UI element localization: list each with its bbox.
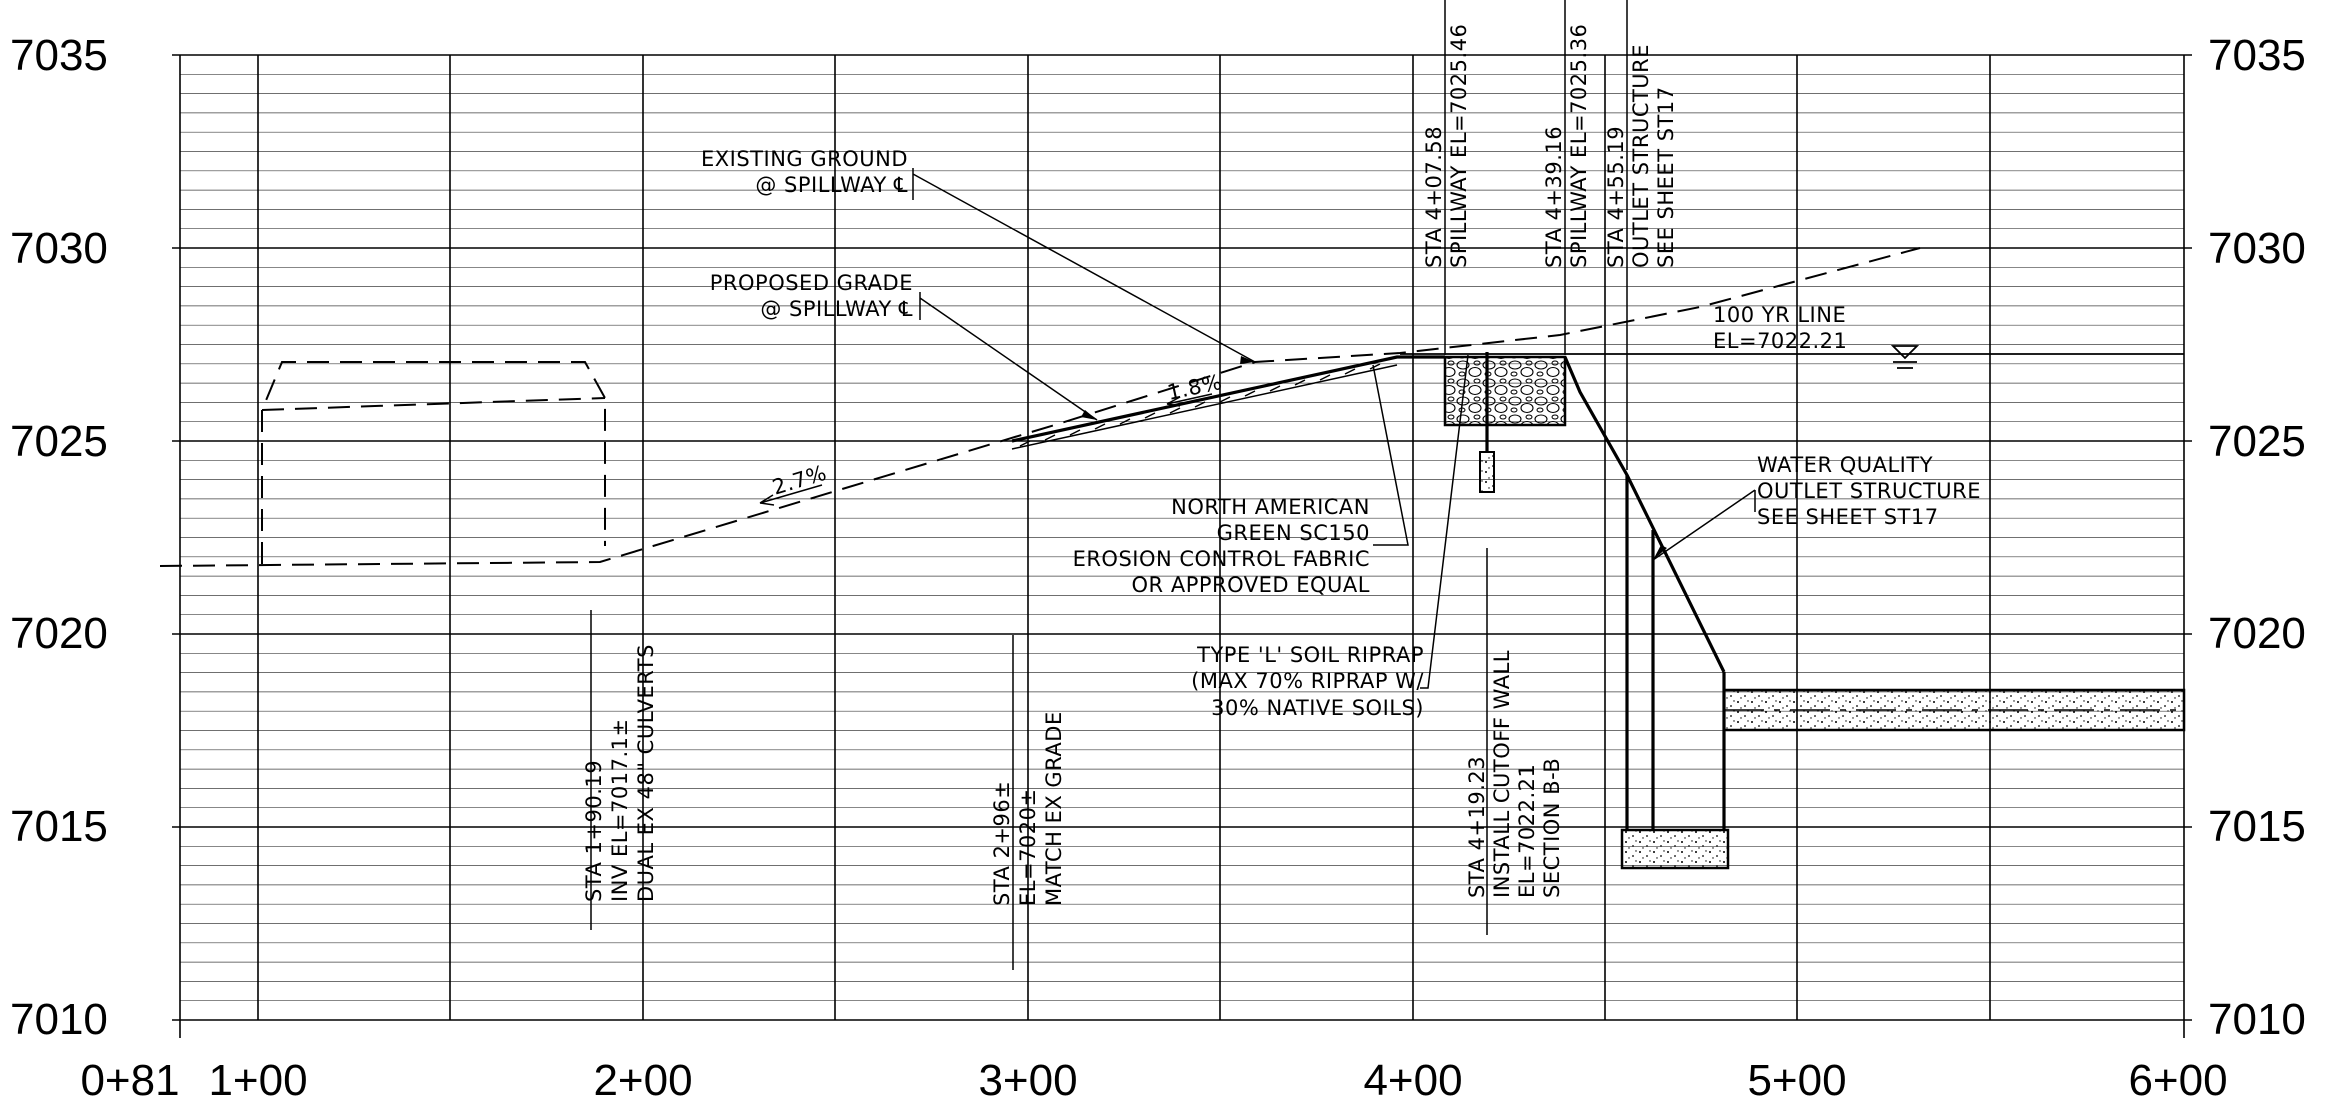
svg-text:OUTLET STRUCTURE: OUTLET STRUCTURE: [1757, 479, 1981, 503]
leader-lines: [912, 168, 1756, 689]
svg-text:STA 4+55.19: STA 4+55.19: [1604, 126, 1628, 268]
svg-text:100 YR LINE: 100 YR LINE: [1713, 303, 1846, 327]
elev-label-7035: 7035: [10, 31, 108, 80]
station-label-5-00: 5+00: [1747, 1056, 1846, 1105]
svg-text:30% NATIVE SOILS): 30% NATIVE SOILS): [1211, 696, 1424, 720]
svg-text:GREEN SC150: GREEN SC150: [1217, 521, 1370, 545]
svg-text:NORTH AMERICAN: NORTH AMERICAN: [1171, 495, 1370, 519]
station-label-2-00: 2+00: [593, 1056, 692, 1105]
outlet-base-slab: [1620, 828, 1730, 870]
svg-text:OR APPROVED EQUAL: OR APPROVED EQUAL: [1132, 573, 1370, 597]
svg-text:EL=7022.21: EL=7022.21: [1515, 764, 1539, 898]
svg-text:(MAX 70% RIPRAP W/: (MAX 70% RIPRAP W/: [1191, 669, 1424, 693]
cutoff-footing: [1479, 451, 1495, 493]
leader-arrow-outlet: [1653, 545, 1667, 560]
elev-label-7025: 7025: [10, 417, 108, 466]
sta-190-note: STA 1+90.19 INV EL=7017.1± DUAL EX 48" C…: [582, 644, 658, 902]
elev-label-right-7035: 7035: [2208, 31, 2306, 80]
station-label-3-00: 3+00: [978, 1056, 1077, 1105]
culvert-outline: [261, 361, 606, 564]
leader-arrow-proposed: [1081, 410, 1097, 420]
hundred-year-label: 100 YR LINE EL=7022.21: [1713, 303, 1847, 353]
leader-arrow-existing: [1240, 356, 1255, 364]
svg-text:EL=7020±: EL=7020±: [1016, 788, 1040, 906]
profile-grid: [172, 54, 2192, 1038]
elevation-axis-left: 7035 7030 7025 7020 7015 7010: [10, 31, 108, 1044]
slope-arrow-2-7: [759, 484, 823, 506]
svg-text:EROSION CONTROL FABRIC: EROSION CONTROL FABRIC: [1073, 547, 1370, 571]
svg-text:STA 2+96±: STA 2+96±: [990, 781, 1014, 906]
station-label-1-00: 1+00: [208, 1056, 307, 1105]
svg-text:@ SPILLWAY ℄: @ SPILLWAY ℄: [755, 173, 908, 197]
svg-text:STA 1+90.19: STA 1+90.19: [582, 760, 606, 902]
station-label-0-81: 0+81: [80, 1056, 179, 1105]
svg-text:WATER QUALITY: WATER QUALITY: [1757, 453, 1933, 477]
elev-label-right-7010: 7010: [2208, 995, 2306, 1044]
elev-label-7010: 7010: [10, 995, 108, 1044]
svg-text:INSTALL CUTOFF WALL: INSTALL CUTOFF WALL: [1490, 650, 1514, 898]
svg-text:OUTLET STRUCTURE: OUTLET STRUCTURE: [1629, 44, 1653, 268]
fabric-hatch: [1019, 363, 1381, 447]
spillway-drop-line: [1563, 356, 1726, 673]
svg-text:STA 4+07.58: STA 4+07.58: [1422, 126, 1446, 268]
elev-label-right-7025: 7025: [2208, 417, 2306, 466]
elev-label-7030: 7030: [10, 224, 108, 273]
elev-label-right-7030: 7030: [2208, 224, 2306, 273]
water-surface-symbol: [1890, 345, 1920, 369]
proposed-grade-line: [1011, 355, 1445, 443]
svg-text:STA 4+39.16: STA 4+39.16: [1542, 126, 1566, 268]
station-axis: 0+81 1+00 2+00 3+00 4+00 5+00 6+00: [80, 1056, 2227, 1105]
sta-419-note: STA 4+19.23 INSTALL CUTOFF WALL EL=7022.…: [1465, 650, 1564, 898]
sta-455-note: STA 4+55.19 OUTLET STRUCTURE SEE SHEET S…: [1604, 44, 1678, 268]
proposed-grade-underside: [1011, 364, 1398, 450]
sta-439-note: STA 4+39.16 SPILLWAY EL=7025.36: [1542, 24, 1591, 268]
riprap-block: [1443, 355, 1567, 427]
existing-ground-label: EXISTING GROUND @ SPILLWAY ℄: [701, 147, 908, 197]
elev-label-7015: 7015: [10, 802, 108, 851]
elevation-axis-right: 7035 7030 7025 7020 7015 7010: [2208, 31, 2306, 1044]
slope-label-2-7: 2.7%: [770, 461, 830, 500]
existing-ground-line: [159, 247, 1921, 567]
sta-296-note: STA 2+96± EL=7020± MATCH EX GRADE: [990, 711, 1066, 906]
slope-arrow-1-8: [1166, 393, 1213, 407]
proposed-grade-label: PROPOSED GRADE @ SPILLWAY ℄: [710, 271, 913, 321]
svg-text:MATCH EX GRADE: MATCH EX GRADE: [1042, 711, 1066, 906]
station-label-6-00: 6+00: [2128, 1056, 2227, 1105]
station-callout-lines: [590, 0, 1628, 970]
svg-text:EXISTING GROUND: EXISTING GROUND: [701, 147, 908, 171]
svg-text:SPILLWAY EL=7025.46: SPILLWAY EL=7025.46: [1447, 24, 1471, 268]
svg-text:DUAL EX 48" CULVERTS: DUAL EX 48" CULVERTS: [634, 644, 658, 902]
svg-text:STA 4+19.23: STA 4+19.23: [1465, 756, 1489, 898]
svg-text:SEE SHEET ST17: SEE SHEET ST17: [1757, 505, 1939, 529]
water-quality-label: WATER QUALITY OUTLET STRUCTURE SEE SHEET…: [1757, 453, 1981, 529]
svg-text:EL=7022.21: EL=7022.21: [1713, 329, 1847, 353]
svg-text:SECTION B-B: SECTION B-B: [1540, 758, 1564, 898]
elev-label-7020: 7020: [10, 609, 108, 658]
riprap-label: TYPE 'L' SOIL RIPRAP (MAX 70% RIPRAP W/ …: [1191, 643, 1424, 720]
svg-text:@ SPILLWAY ℄: @ SPILLWAY ℄: [760, 297, 913, 321]
svg-text:SPILLWAY EL=7025.36: SPILLWAY EL=7025.36: [1567, 24, 1591, 268]
svg-text:INV EL=7017.1±: INV EL=7017.1±: [608, 718, 632, 902]
elev-label-right-7015: 7015: [2208, 802, 2306, 851]
svg-text:SEE SHEET ST17: SEE SHEET ST17: [1654, 86, 1678, 268]
svg-text:PROPOSED GRADE: PROPOSED GRADE: [710, 271, 913, 295]
elev-label-right-7020: 7020: [2208, 609, 2306, 658]
erosion-fabric-label: NORTH AMERICAN GREEN SC150 EROSION CONTR…: [1073, 495, 1370, 597]
svg-text:TYPE 'L' SOIL RIPRAP: TYPE 'L' SOIL RIPRAP: [1196, 643, 1424, 667]
station-label-4-00: 4+00: [1363, 1056, 1462, 1105]
sta-407-note: STA 4+07.58 SPILLWAY EL=7025.46: [1422, 24, 1471, 268]
